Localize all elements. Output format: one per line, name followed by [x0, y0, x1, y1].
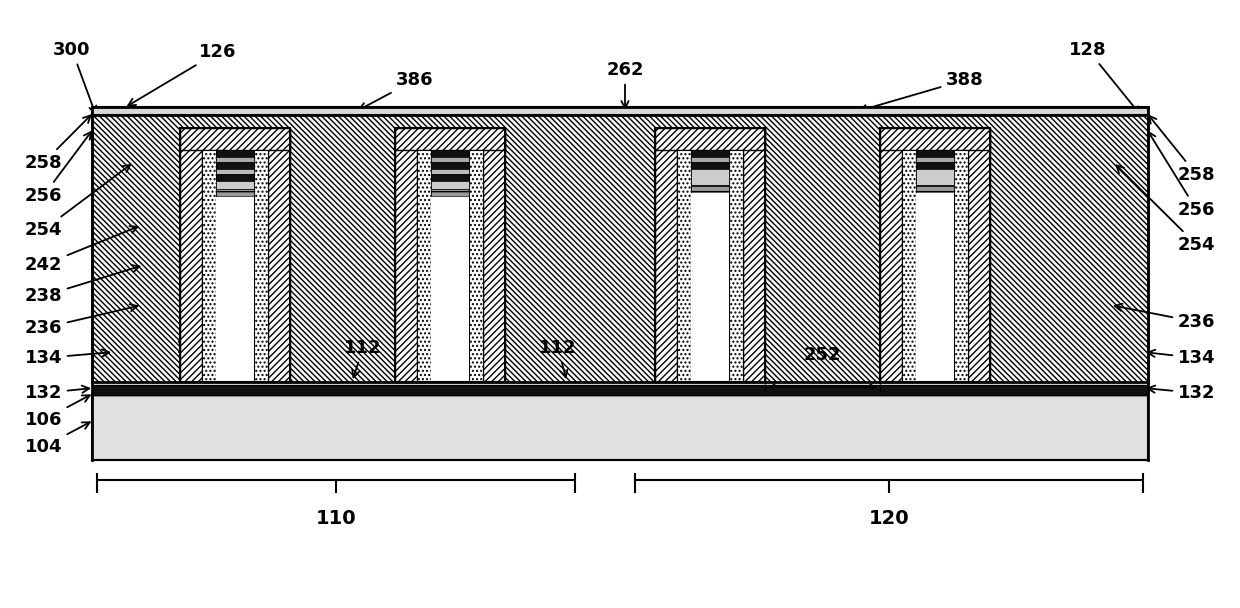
Text: 258: 258: [1149, 116, 1215, 184]
Bar: [916, 185, 954, 193]
Bar: [432, 169, 469, 174]
Text: 132: 132: [1148, 384, 1215, 402]
Bar: [432, 157, 469, 162]
Bar: [180, 128, 290, 150]
Text: 126: 126: [128, 43, 237, 106]
Text: 236: 236: [1115, 304, 1215, 331]
Bar: [180, 128, 290, 382]
Text: 242: 242: [25, 226, 138, 274]
Bar: [254, 150, 268, 382]
Bar: [655, 128, 765, 150]
Bar: [92, 115, 1148, 382]
Bar: [916, 162, 954, 169]
Bar: [880, 128, 990, 150]
Bar: [691, 150, 729, 157]
Text: 258: 258: [25, 116, 91, 172]
Bar: [691, 169, 729, 185]
Text: 110: 110: [316, 508, 356, 528]
Bar: [432, 181, 469, 189]
Bar: [202, 150, 216, 382]
Bar: [880, 128, 901, 382]
Bar: [417, 150, 432, 382]
Bar: [216, 169, 254, 174]
Bar: [916, 169, 954, 185]
Bar: [880, 128, 990, 382]
Bar: [901, 150, 916, 382]
Bar: [432, 150, 469, 157]
Bar: [484, 128, 505, 382]
Text: 106: 106: [25, 395, 89, 429]
Bar: [216, 157, 254, 162]
Bar: [691, 157, 729, 162]
Bar: [691, 193, 729, 382]
Bar: [880, 128, 990, 382]
Text: 238: 238: [25, 265, 139, 305]
Bar: [268, 128, 290, 382]
Text: 236: 236: [25, 304, 138, 337]
Bar: [216, 150, 254, 157]
Bar: [655, 128, 765, 382]
Text: 386: 386: [360, 71, 434, 109]
Text: 256: 256: [25, 132, 91, 205]
Text: 108: 108: [176, 339, 213, 378]
Bar: [691, 185, 729, 193]
Text: 262: 262: [606, 61, 644, 108]
Text: 134: 134: [1148, 349, 1215, 367]
Text: 112: 112: [539, 339, 577, 378]
Bar: [432, 162, 469, 169]
Bar: [180, 128, 202, 382]
Bar: [968, 128, 990, 382]
Bar: [916, 157, 954, 162]
Text: 128: 128: [1069, 41, 1140, 114]
Bar: [916, 150, 954, 157]
Bar: [469, 150, 484, 382]
Text: 120: 120: [869, 508, 909, 528]
Bar: [743, 128, 765, 382]
Bar: [432, 189, 469, 197]
Bar: [655, 128, 677, 382]
Bar: [677, 150, 691, 382]
Bar: [396, 128, 505, 382]
Bar: [432, 174, 469, 181]
Text: 388: 388: [859, 71, 983, 112]
Bar: [916, 193, 954, 382]
Bar: [216, 197, 254, 382]
Text: 114: 114: [939, 339, 977, 378]
Bar: [216, 162, 254, 169]
Text: 104: 104: [25, 422, 89, 456]
Bar: [216, 189, 254, 197]
Bar: [432, 197, 469, 382]
Text: 254: 254: [1116, 165, 1215, 254]
Text: 134: 134: [25, 349, 109, 367]
Text: 300: 300: [53, 41, 97, 114]
Text: 114: 114: [660, 339, 697, 377]
Text: 112: 112: [345, 339, 382, 378]
Bar: [396, 128, 417, 382]
Text: 132: 132: [25, 384, 89, 402]
Text: 252: 252: [804, 346, 841, 364]
Bar: [92, 385, 1148, 395]
Bar: [691, 162, 729, 169]
Bar: [396, 128, 505, 382]
Bar: [655, 128, 765, 382]
Bar: [216, 174, 254, 181]
Bar: [92, 395, 1148, 460]
Bar: [396, 128, 505, 150]
Bar: [216, 181, 254, 189]
Text: 256: 256: [1148, 132, 1215, 219]
Bar: [954, 150, 968, 382]
Bar: [729, 150, 743, 382]
Text: 254: 254: [25, 165, 130, 239]
Bar: [92, 107, 1148, 115]
Bar: [180, 128, 290, 382]
